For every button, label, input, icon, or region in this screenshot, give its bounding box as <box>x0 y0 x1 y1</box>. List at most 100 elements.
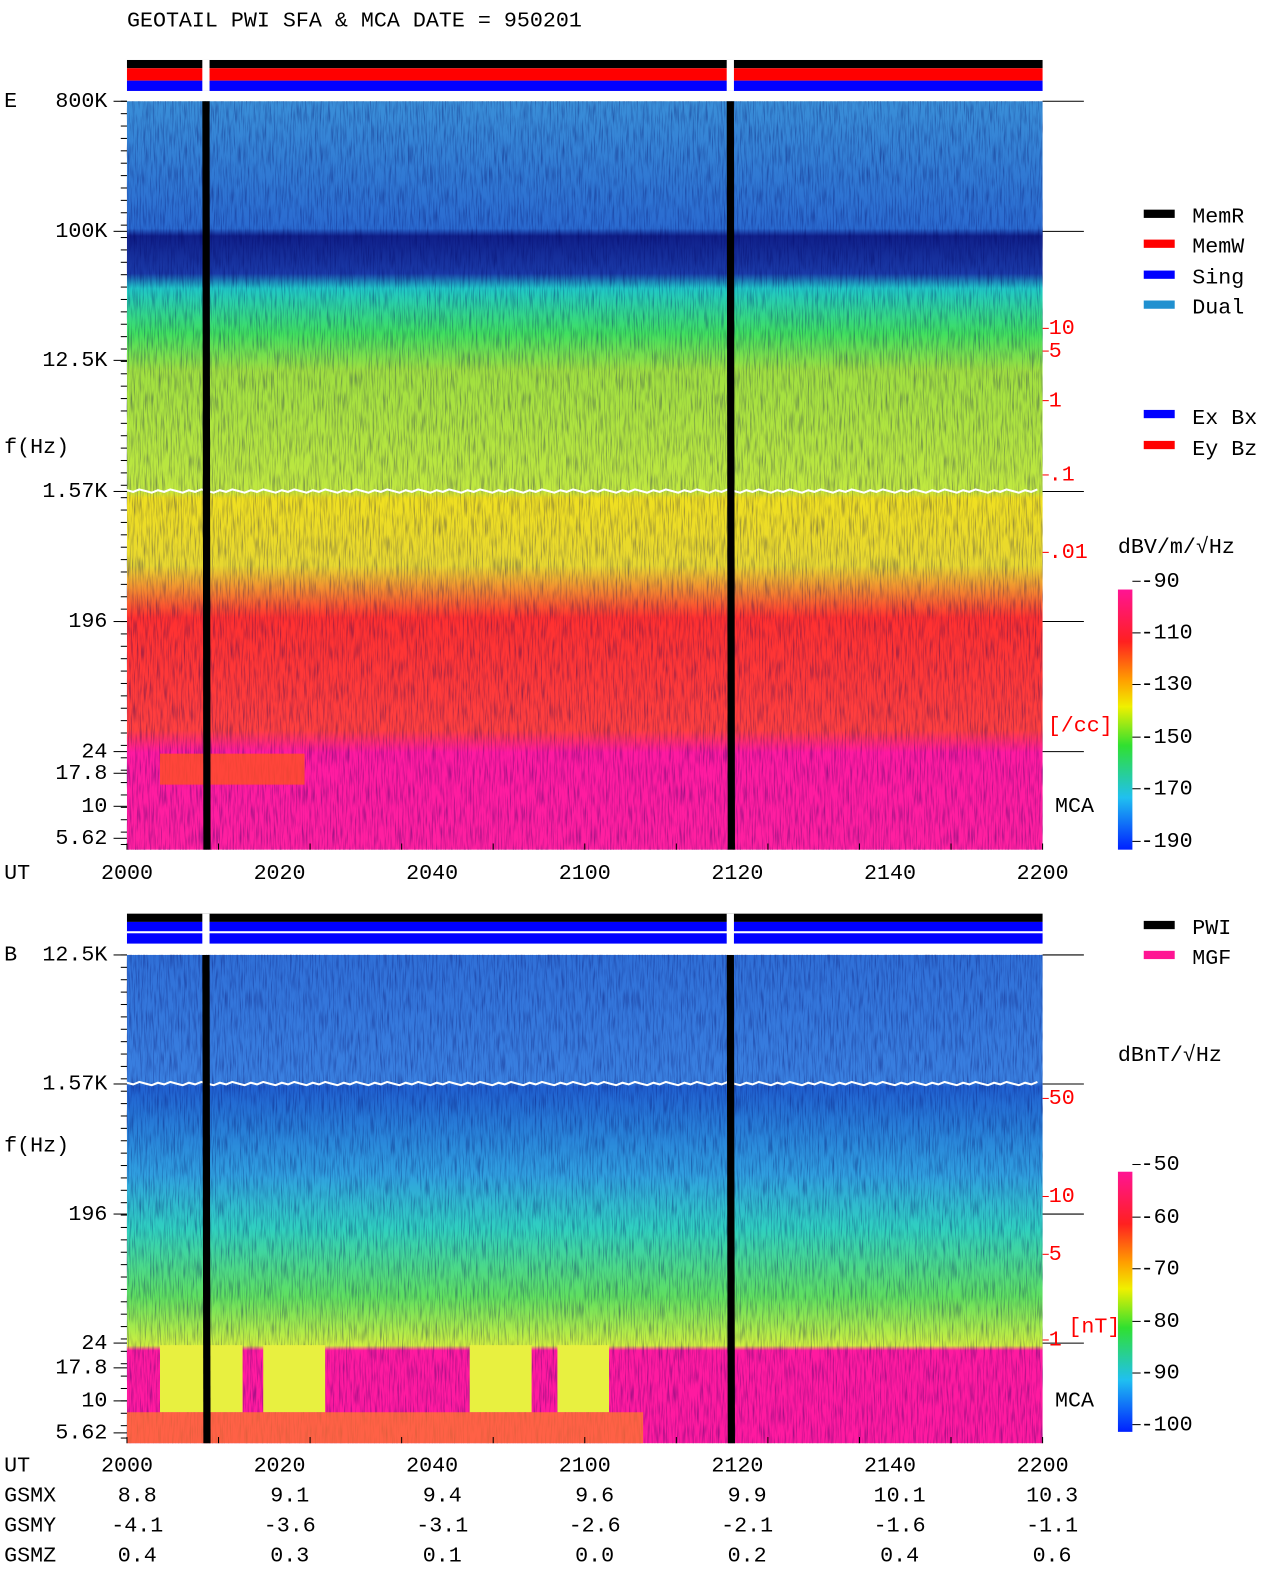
density-tick-label: 5 <box>1049 1242 1062 1267</box>
x-tick-label: 2140 <box>864 861 916 886</box>
density-tick-label: 10 <box>1049 1184 1075 1209</box>
y-tick-label: 12.5K <box>42 943 107 968</box>
plasma-line <box>125 1080 1038 1087</box>
orbit-label: GSMZ <box>4 1543 56 1568</box>
component-label: E <box>4 89 17 114</box>
mca-label: MCA <box>1055 794 1094 819</box>
mca-label: MCA <box>1055 1389 1094 1414</box>
data-gap <box>202 954 211 1444</box>
orbit-value: 0.0 <box>575 1543 614 1568</box>
density-unit: [/cc] <box>1048 714 1113 739</box>
mca-block <box>557 1345 610 1413</box>
orbit-value: -3.6 <box>264 1514 316 1539</box>
figure-title: GEOTAIL PWI SFA & MCA DATE = 950201 <box>127 8 582 33</box>
colorbar-tick-label: -130 <box>1141 672 1193 697</box>
x-tick-label: 2020 <box>254 861 306 886</box>
y-tick-label: 24 <box>81 1331 107 1356</box>
x-tick-label: 2200 <box>1017 1454 1069 1479</box>
y-tick-label: 800K <box>55 89 107 114</box>
orbit-value: -1.1 <box>1026 1514 1078 1539</box>
legend-swatch <box>1143 440 1175 450</box>
mca-block <box>469 1345 532 1413</box>
orbit-value: 9.1 <box>270 1484 309 1509</box>
colorbar <box>1117 589 1133 850</box>
legend-swatch <box>1143 950 1175 960</box>
x-tick-label: 2040 <box>406 861 458 886</box>
status-gap <box>202 59 210 91</box>
colorbar-tick-label: -70 <box>1141 1256 1180 1281</box>
orbit-value: -2.1 <box>721 1514 773 1539</box>
component-label: B <box>4 943 17 968</box>
x-axis-label: UT <box>4 1454 30 1479</box>
legend-label: Sing <box>1192 266 1244 291</box>
x-tick-label: 2120 <box>711 861 763 886</box>
legend-swatch <box>1143 920 1175 930</box>
colorbar-unit: dBnT/√Hz <box>1118 1043 1222 1068</box>
y-tick-label: 12.5K <box>42 348 107 373</box>
legend-label: MemW <box>1192 235 1244 260</box>
orbit-label: GSMX <box>4 1484 56 1509</box>
colorbar-tick-label: -90 <box>1141 569 1180 594</box>
colorbar-tick-label: -60 <box>1141 1205 1180 1230</box>
colorbar <box>1117 1171 1133 1432</box>
density-tick-label: .01 <box>1049 540 1088 565</box>
status-bar <box>126 913 1043 922</box>
colorbar-tick-label: -50 <box>1141 1152 1180 1177</box>
legend-label: Dual <box>1192 295 1244 320</box>
legend-label: Ex Bx <box>1192 406 1257 431</box>
density-tick-label: 10 <box>1049 316 1075 341</box>
y-tick-label: 5.62 <box>55 826 107 851</box>
colorbar-tick-label: -110 <box>1141 621 1193 646</box>
orbit-value: -4.1 <box>111 1514 163 1539</box>
colorbar-tick-label: -170 <box>1141 776 1193 801</box>
orbit-value: 0.1 <box>423 1543 462 1568</box>
status-gap <box>726 59 734 91</box>
legend-label: MemR <box>1192 205 1244 230</box>
x-tick-label: 2100 <box>559 861 611 886</box>
density-unit: [nT] <box>1068 1314 1120 1339</box>
status-gap <box>726 913 734 945</box>
orbit-value: -2.6 <box>569 1514 621 1539</box>
orbit-value: 0.4 <box>880 1543 919 1568</box>
y-axis-label: f(Hz) <box>4 435 69 460</box>
data-gap <box>202 101 211 850</box>
orbit-value: -1.6 <box>874 1514 926 1539</box>
legend-label: Ey Bz <box>1192 437 1257 462</box>
x-tick-label: 2000 <box>101 861 153 886</box>
colorbar-tick-label: -100 <box>1141 1412 1193 1437</box>
spectrogram-texture <box>126 101 1043 850</box>
status-bar <box>126 931 1043 934</box>
x-tick-label: 2200 <box>1017 861 1069 886</box>
x-axis-label: UT <box>4 861 30 886</box>
legend-swatch <box>1143 300 1175 309</box>
y-tick-label: 17.8 <box>55 1356 107 1381</box>
colorbar-tick-label: -80 <box>1141 1309 1180 1334</box>
orbit-value: 0.4 <box>118 1543 157 1568</box>
mca-block <box>263 1345 326 1413</box>
status-gap <box>202 913 210 945</box>
orbit-value: 9.6 <box>575 1484 614 1509</box>
mca-block <box>160 753 305 785</box>
status-bar <box>126 80 1043 91</box>
orbit-value: 0.3 <box>270 1543 309 1568</box>
legend-swatch <box>1143 239 1175 248</box>
x-tick-label: 2120 <box>711 1454 763 1479</box>
y-tick-label: 100K <box>55 219 107 244</box>
orbit-value: 0.6 <box>1033 1543 1072 1568</box>
legend-label: PWI <box>1192 916 1231 941</box>
orbit-value: 9.4 <box>423 1484 462 1509</box>
x-tick-label: 2140 <box>864 1454 916 1479</box>
y-tick-label: 196 <box>68 609 107 634</box>
legend-label: MGF <box>1192 946 1231 971</box>
legend-swatch <box>1143 209 1175 218</box>
density-tick-label: .1 <box>1049 463 1075 488</box>
density-tick-label: 1 <box>1049 1328 1062 1353</box>
mca-block <box>160 1345 243 1413</box>
colorbar-tick-label: -190 <box>1141 829 1193 854</box>
orbit-value: 9.9 <box>728 1484 767 1509</box>
y-axis-label: f(Hz) <box>4 1134 69 1159</box>
orbit-value: 0.2 <box>728 1543 767 1568</box>
data-gap <box>726 954 735 1444</box>
